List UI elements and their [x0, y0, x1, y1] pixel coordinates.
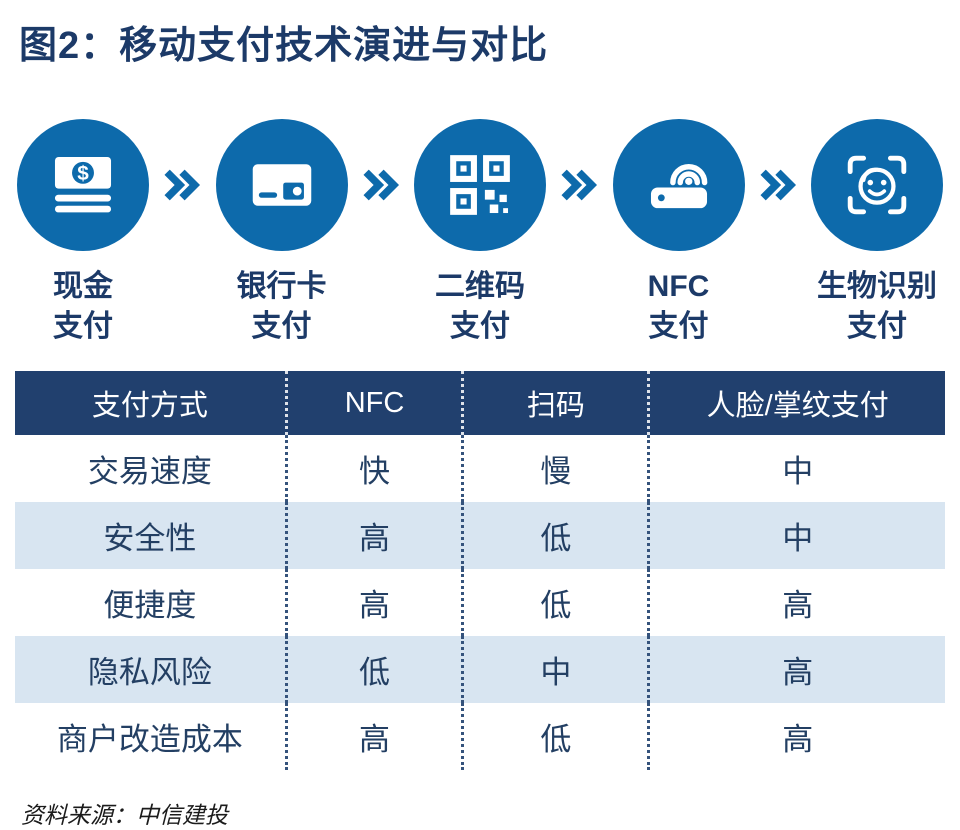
- step-label-line: 生物识别: [817, 270, 937, 303]
- step-label-line: 银行卡: [236, 270, 327, 303]
- row-label: 便捷度: [15, 569, 285, 636]
- nfc-icon: [650, 163, 707, 209]
- step-label-line: NFC: [647, 270, 710, 303]
- payment-step-nfc: NFC 支付: [612, 119, 745, 347]
- cell-value: 中: [647, 502, 945, 569]
- step-label: 银行卡 支付: [237, 267, 327, 347]
- cell-value: 慢: [461, 435, 648, 502]
- cell-value: 高: [284, 569, 462, 636]
- cell-value: 高: [284, 703, 462, 770]
- payment-step-biometric: 生物识别 支付: [811, 119, 943, 347]
- chevron-right-icon: [163, 168, 201, 202]
- chevron-right-icon: [362, 168, 400, 202]
- step-circle: $: [17, 119, 149, 251]
- table-header-cell: 人脸/掌纹支付: [647, 371, 945, 435]
- table-row: 便捷度 高 低 高: [15, 569, 945, 636]
- step-label: 二维码 支付: [435, 267, 525, 347]
- table-row: 隐私风险 低 中 高: [15, 636, 945, 703]
- row-label: 交易速度: [15, 435, 285, 502]
- payment-step-qr-code: 二维码 支付: [414, 119, 546, 347]
- cell-value: 中: [461, 636, 648, 703]
- chevron-right-icon: [560, 168, 598, 202]
- table-row: 商户改造成本 高 低 高: [15, 703, 945, 770]
- table-header-row: 支付方式 NFC 扫码 人脸/掌纹支付: [15, 371, 945, 435]
- row-label: 商户改造成本: [15, 703, 285, 770]
- biometric-icon: [847, 155, 907, 215]
- table-row: 交易速度 快 慢 中: [15, 435, 945, 502]
- step-label-line: 支付: [648, 310, 709, 343]
- step-label-line: 支付: [847, 310, 907, 343]
- cell-value: 中: [647, 435, 945, 502]
- table-header-cell: 支付方式: [15, 371, 285, 435]
- evolution-flow: $ 现金 支付: [15, 119, 945, 347]
- cell-value: 低: [461, 703, 648, 770]
- step-label: 现金 支付: [53, 267, 113, 347]
- step-circle: [414, 119, 546, 251]
- cell-value: 低: [284, 636, 462, 703]
- cell-value: 高: [647, 569, 945, 636]
- comparison-table: 支付方式 NFC 扫码 人脸/掌纹支付 交易速度 快 慢 中 安全性 高 低 中…: [15, 371, 945, 770]
- step-label: 生物识别 支付: [817, 267, 937, 347]
- row-label: 隐私风险: [15, 636, 285, 703]
- payment-step-cash: $ 现金 支付: [17, 119, 149, 347]
- cell-value: 低: [461, 502, 648, 569]
- step-circle: [215, 119, 348, 251]
- step-label-line: 二维码: [435, 270, 525, 303]
- payment-step-bank-card: 银行卡 支付: [215, 119, 348, 347]
- step-circle: [811, 119, 943, 251]
- step-label-line: 支付: [53, 310, 113, 343]
- table-header-cell: NFC: [284, 371, 462, 435]
- table-row: 安全性 高 低 中: [15, 502, 945, 569]
- step-label-line: 现金: [53, 270, 113, 303]
- chevron-right-icon: [759, 168, 797, 202]
- cell-value: 高: [284, 502, 462, 569]
- cell-value: 低: [461, 569, 648, 636]
- step-label: NFC 支付: [648, 267, 710, 347]
- source-note: 资料来源：中信建投: [21, 802, 228, 828]
- table-header-cell: 扫码: [461, 371, 648, 435]
- cash-icon: $: [54, 156, 112, 213]
- qr-code-icon: [450, 155, 510, 215]
- step-label-line: 支付: [251, 310, 312, 343]
- step-circle: [612, 119, 745, 251]
- page-title: 图2：移动支付技术演进与对比: [19, 25, 549, 67]
- dollar-glyph: $: [77, 162, 89, 185]
- cell-value: 高: [647, 636, 945, 703]
- cell-value: 快: [284, 435, 462, 502]
- cell-value: 高: [647, 703, 945, 770]
- step-label-line: 支付: [450, 310, 510, 343]
- row-label: 安全性: [15, 502, 285, 569]
- bank-card-icon: [252, 164, 311, 206]
